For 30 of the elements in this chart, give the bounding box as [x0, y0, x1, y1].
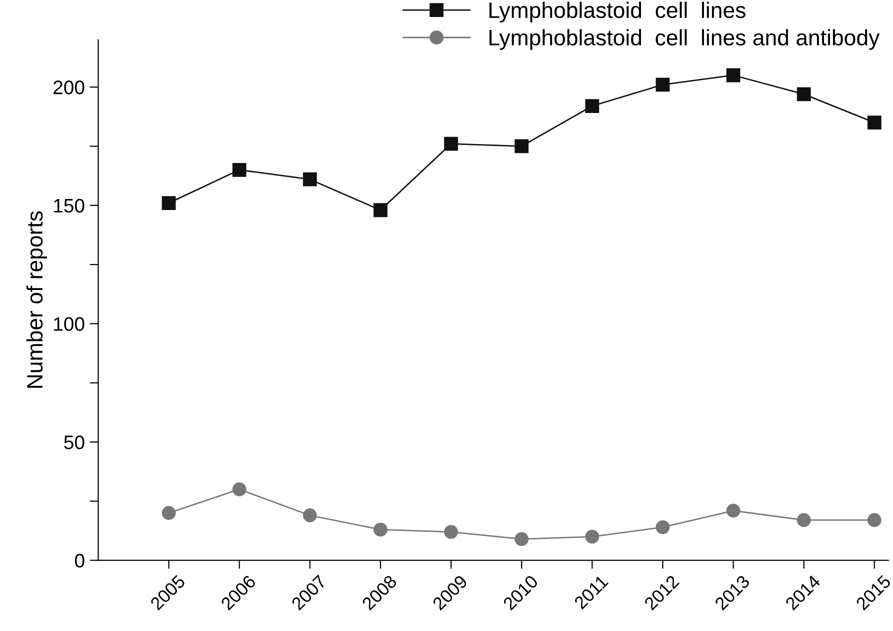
y-tick-label: 0: [74, 554, 84, 568]
point: [232, 482, 246, 496]
point: [656, 520, 670, 534]
point: [162, 196, 176, 210]
point: [585, 99, 600, 113]
point: [726, 68, 740, 82]
y-tick-label: 150: [54, 198, 84, 213]
point: [444, 524, 458, 539]
point: [796, 513, 811, 528]
point: [374, 203, 388, 218]
point: [302, 508, 317, 522]
point: [867, 116, 882, 130]
point: [444, 136, 458, 151]
point: [514, 532, 529, 546]
legend-label: Lymphoblastoid cell lines: [489, 2, 746, 23]
point: [302, 172, 317, 186]
point: [232, 162, 246, 177]
point: [585, 530, 600, 544]
legend-label: Lymphoblastoid cell lines and antibody: [489, 29, 880, 50]
y-axis-title: Number of reports: [26, 211, 48, 388]
point: [656, 78, 670, 92]
point: [162, 506, 176, 520]
point: [514, 139, 529, 154]
y-tick-label: 50: [64, 435, 84, 450]
point: [374, 522, 388, 537]
point: [796, 87, 811, 102]
y-tick-label: 100: [54, 317, 84, 331]
y-tick-label: 200: [54, 80, 84, 94]
point: [726, 504, 740, 518]
point: [867, 513, 882, 528]
